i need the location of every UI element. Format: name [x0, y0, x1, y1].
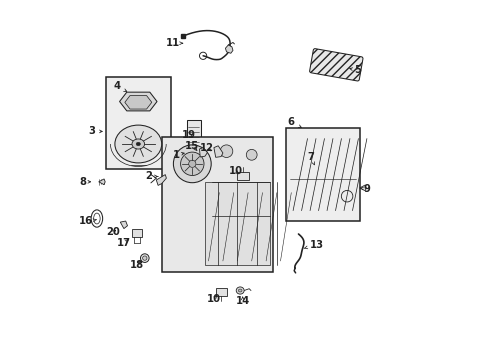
Text: 13: 13: [304, 240, 323, 250]
Bar: [215, 288, 227, 296]
Polygon shape: [120, 92, 157, 111]
Text: 1: 1: [172, 150, 184, 160]
Ellipse shape: [220, 145, 232, 158]
Text: 11: 11: [165, 38, 182, 48]
Text: 8: 8: [79, 177, 90, 187]
Bar: [204, 182, 269, 265]
Ellipse shape: [115, 125, 162, 163]
Ellipse shape: [142, 256, 146, 260]
Bar: [106, 77, 170, 169]
Bar: [162, 137, 273, 272]
Text: 20: 20: [106, 227, 120, 237]
Text: 14: 14: [235, 296, 249, 306]
Polygon shape: [213, 146, 223, 157]
Bar: [186, 120, 200, 146]
Polygon shape: [120, 221, 127, 229]
Ellipse shape: [132, 139, 144, 149]
Polygon shape: [359, 185, 366, 191]
Text: 9: 9: [360, 184, 369, 194]
Bar: [285, 128, 359, 221]
Text: 17: 17: [117, 238, 131, 248]
Ellipse shape: [140, 254, 149, 262]
Polygon shape: [99, 179, 105, 185]
Text: 10: 10: [228, 166, 242, 176]
Ellipse shape: [173, 145, 211, 183]
Text: 4: 4: [113, 81, 126, 91]
Polygon shape: [156, 175, 166, 185]
Text: 3: 3: [88, 126, 102, 136]
Text: 18: 18: [129, 260, 143, 270]
Ellipse shape: [246, 149, 257, 160]
Bar: [132, 229, 142, 237]
Polygon shape: [225, 45, 232, 53]
Text: 10: 10: [206, 294, 221, 304]
Ellipse shape: [236, 287, 244, 294]
Text: 16: 16: [79, 216, 96, 226]
Polygon shape: [199, 148, 207, 157]
Text: 2: 2: [145, 171, 158, 181]
Text: 12: 12: [199, 143, 213, 153]
Text: 15: 15: [185, 141, 199, 151]
Text: 7: 7: [307, 152, 314, 165]
Polygon shape: [124, 96, 151, 109]
Ellipse shape: [136, 142, 140, 146]
Ellipse shape: [180, 152, 203, 175]
Text: 6: 6: [287, 117, 301, 127]
Bar: [237, 172, 248, 180]
Text: 19: 19: [182, 130, 195, 140]
Ellipse shape: [188, 160, 196, 167]
FancyBboxPatch shape: [309, 49, 362, 81]
Text: 5: 5: [349, 65, 361, 75]
Ellipse shape: [238, 289, 242, 292]
